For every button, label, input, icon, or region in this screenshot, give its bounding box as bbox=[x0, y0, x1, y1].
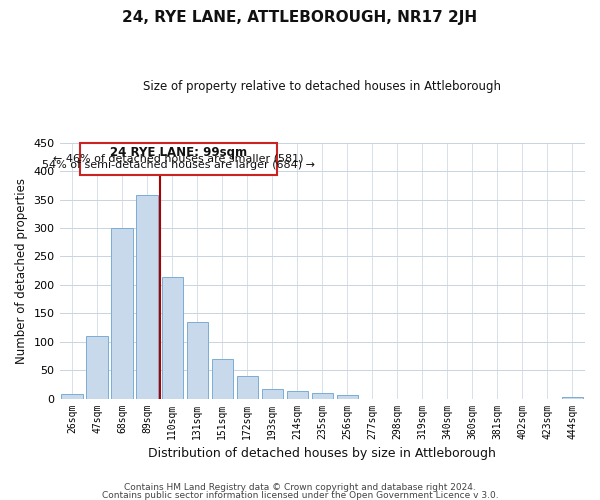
Text: 24 RYE LANE: 99sqm: 24 RYE LANE: 99sqm bbox=[110, 146, 247, 159]
Bar bbox=[86, 336, 108, 398]
Bar bbox=[61, 394, 83, 398]
Bar bbox=[311, 393, 333, 398]
Bar bbox=[112, 228, 133, 398]
Title: Size of property relative to detached houses in Attleborough: Size of property relative to detached ho… bbox=[143, 80, 501, 93]
Text: ← 46% of detached houses are smaller (581): ← 46% of detached houses are smaller (58… bbox=[53, 154, 304, 164]
Bar bbox=[212, 359, 233, 399]
Bar bbox=[337, 395, 358, 398]
Bar bbox=[262, 390, 283, 398]
Bar bbox=[136, 195, 158, 398]
Text: Contains HM Land Registry data © Crown copyright and database right 2024.: Contains HM Land Registry data © Crown c… bbox=[124, 484, 476, 492]
Bar bbox=[187, 322, 208, 398]
X-axis label: Distribution of detached houses by size in Attleborough: Distribution of detached houses by size … bbox=[148, 447, 496, 460]
Text: 54% of semi-detached houses are larger (684) →: 54% of semi-detached houses are larger (… bbox=[42, 160, 315, 170]
Text: 24, RYE LANE, ATTLEBOROUGH, NR17 2JH: 24, RYE LANE, ATTLEBOROUGH, NR17 2JH bbox=[122, 10, 478, 25]
Bar bbox=[287, 391, 308, 398]
Y-axis label: Number of detached properties: Number of detached properties bbox=[15, 178, 28, 364]
Text: Contains public sector information licensed under the Open Government Licence v : Contains public sector information licen… bbox=[101, 491, 499, 500]
Bar bbox=[236, 376, 258, 398]
Bar bbox=[161, 278, 183, 398]
FancyBboxPatch shape bbox=[80, 143, 277, 174]
